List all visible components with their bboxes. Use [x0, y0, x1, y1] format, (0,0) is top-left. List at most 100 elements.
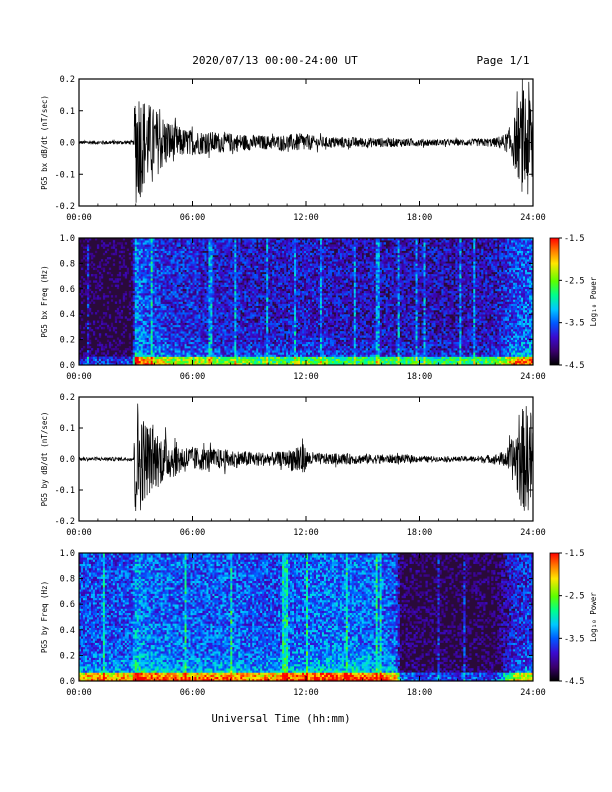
spectrogram-cell — [86, 293, 90, 296]
spectrogram-cell — [92, 322, 96, 326]
spectrogram-cell — [130, 244, 134, 247]
spectrogram-cell — [284, 299, 287, 302]
spectrogram-cell — [246, 238, 249, 241]
spectrogram-cell — [244, 350, 247, 353]
spectrogram-cell — [100, 362, 104, 366]
spectrogram-cell — [232, 293, 235, 296]
spectrogram-cell — [282, 301, 285, 304]
spectrogram-cell — [150, 314, 153, 317]
spectrogram-cell — [174, 297, 177, 300]
spectrogram-cell — [226, 337, 229, 340]
spectrogram-cell — [174, 271, 177, 275]
spectrogram-cell — [198, 329, 201, 332]
spectrogram-cell — [270, 244, 273, 247]
spectrogram-cell — [226, 301, 229, 304]
spectrogram-cell — [128, 356, 132, 359]
spectrogram-cell — [176, 318, 179, 321]
spectrogram-cell — [106, 324, 110, 328]
spectrogram-cell — [234, 322, 237, 326]
spectrogram-cell — [266, 242, 269, 245]
spectrogram-cell — [212, 335, 215, 338]
spectrogram-cell — [238, 250, 241, 254]
spectrogram-cell — [280, 278, 283, 281]
spectrogram-cell — [286, 293, 289, 296]
spectrogram-cell — [102, 269, 106, 273]
spectrogram-cell — [218, 362, 221, 366]
spectrogram-cell — [156, 299, 159, 302]
spectrogram-cell — [150, 280, 153, 283]
spectrogram-cell — [280, 297, 283, 300]
spectrogram-cell — [192, 329, 195, 332]
spectrogram-cell — [196, 320, 199, 323]
spectrogram-cell — [174, 278, 177, 281]
spectrogram-cell — [108, 290, 112, 294]
spectrogram-cell — [152, 339, 155, 343]
spectrogram-cell — [238, 322, 241, 326]
spectrogram-cell — [248, 348, 251, 351]
spectrogram-cell — [168, 238, 171, 241]
spectrogram-cell — [130, 240, 134, 243]
spectrogram-cell — [110, 362, 114, 366]
spectrogram-cell — [178, 331, 181, 334]
spectrogram-cell — [154, 329, 157, 332]
spectrogram-cell — [202, 293, 205, 296]
spectrogram-cell — [246, 269, 249, 273]
spectrogram-cell — [236, 312, 239, 315]
spectrogram-cell — [276, 250, 279, 254]
spectrogram-cell — [250, 273, 253, 277]
spectrogram-cell — [280, 301, 283, 304]
spectrogram-cell — [270, 348, 273, 351]
spectrogram-cell — [192, 269, 195, 273]
spectrogram-cell — [138, 324, 142, 328]
spectrogram-cell — [122, 261, 126, 264]
spectrogram-cell — [196, 303, 199, 307]
spectrogram-cell — [216, 337, 219, 340]
spectrogram-cell — [184, 329, 187, 332]
spectrogram-cell — [256, 348, 259, 351]
spectrogram-cell — [184, 314, 187, 317]
spectrogram-cell — [220, 299, 223, 302]
spectrogram-cell — [160, 250, 163, 254]
spectrogram-cell — [280, 305, 283, 309]
spectrogram-cell — [272, 297, 275, 300]
spectrogram-cell — [200, 331, 203, 334]
spectrogram-cell — [148, 324, 151, 328]
spectrogram-cell — [100, 240, 104, 243]
spectrogram-cell — [202, 345, 205, 349]
spectrogram-cell — [232, 301, 235, 304]
spectrogram-cell — [244, 322, 247, 326]
spectrogram-cell — [202, 271, 205, 275]
spectrogram-cell — [276, 301, 279, 304]
spectrogram-cell — [184, 248, 187, 251]
spectrogram-cell — [212, 273, 215, 277]
spectrogram-cell — [130, 263, 134, 266]
spectrogram-cell — [206, 244, 209, 247]
spectrogram-cell — [158, 354, 161, 357]
spectrogram-cell — [278, 316, 281, 319]
spectrogram-cell — [186, 248, 189, 251]
spectrogram-cell — [150, 316, 153, 319]
spectrogram-cell — [222, 309, 225, 313]
spectrogram-cell — [218, 345, 221, 349]
spectrogram-cell — [170, 348, 173, 351]
spectrogram-cell — [154, 343, 157, 347]
spectrogram-cell — [234, 324, 237, 328]
spectrogram-cell — [148, 290, 151, 294]
spectrogram-cell — [240, 280, 243, 283]
spectrogram-cell — [124, 316, 128, 319]
spectrogram-cell — [244, 242, 247, 245]
spectrogram-cell — [272, 331, 275, 334]
spectrogram-cell — [146, 335, 149, 338]
spectrogram-cell — [236, 286, 239, 290]
spectrogram-cell — [266, 295, 269, 298]
spectrogram-cell — [280, 326, 283, 330]
spectrogram-cell — [152, 345, 155, 349]
spectrogram-cell — [208, 297, 211, 300]
spectrogram-cell — [162, 238, 165, 241]
spectrogram-cell — [180, 280, 183, 283]
spectrogram-cell — [162, 326, 165, 330]
spectrogram-cell — [214, 293, 217, 296]
spectrogram-cell — [124, 358, 128, 362]
spectrogram-cell — [212, 326, 215, 330]
spectrogram-cell — [158, 284, 161, 287]
